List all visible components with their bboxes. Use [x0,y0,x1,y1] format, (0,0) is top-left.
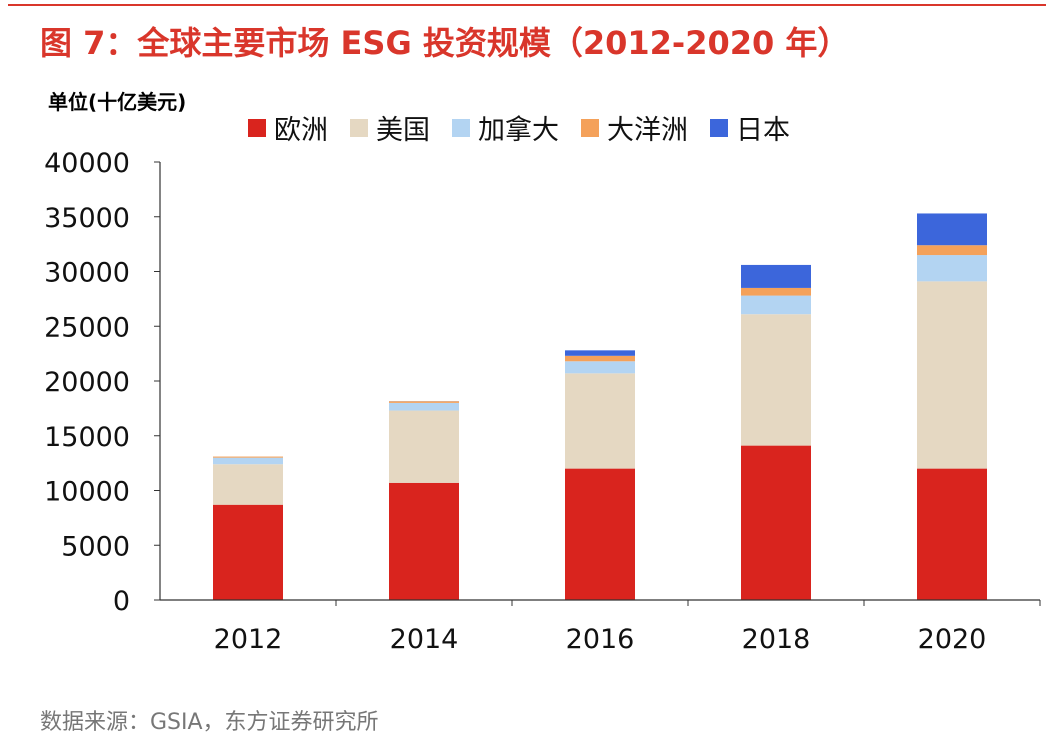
x-tick-label: 2014 [390,624,459,655]
bar-segment-加拿大-2016 [565,361,635,373]
bar-segment-欧洲-2018 [741,446,811,600]
bar-segment-日本-2020 [917,213,987,245]
y-tick-label: 0 [113,586,130,617]
y-tick-label: 30000 [44,258,130,289]
bars [213,213,987,600]
bar-segment-大洋洲-2020 [917,245,987,255]
bar-segment-大洋洲-2016 [565,356,635,361]
y-tick-label: 20000 [44,367,130,398]
y-axis: 0 5000 10000 15000 20000 25000 30000 35000 40000 [44,148,160,617]
x-tick-label: 2012 [214,624,283,655]
bar-segment-欧洲-2016 [565,469,635,600]
bar-segment-日本-2018 [741,265,811,288]
bar-segment-美国-2016 [565,373,635,468]
bar-segment-加拿大-2018 [741,296,811,315]
bar-segment-大洋洲-2012 [213,457,283,458]
bar-segment-美国-2018 [741,314,811,445]
source-note: 数据来源：GSIA，东方证券研究所 [40,704,379,736]
bar-segment-大洋洲-2018 [741,288,811,296]
x-tick-label: 2020 [918,624,987,655]
y-tick-label: 5000 [61,531,130,562]
bar-segment-加拿大-2014 [389,403,459,411]
y-tick-label: 10000 [44,477,130,508]
bar-segment-欧洲-2012 [213,505,283,600]
bar-segment-欧洲-2020 [917,469,987,600]
bar-segment-欧洲-2014 [389,483,459,600]
y-tick-label: 40000 [44,148,130,179]
x-tick-label: 2016 [566,624,635,655]
bar-segment-加拿大-2012 [213,458,283,465]
y-tick-label: 25000 [44,312,130,343]
y-tick-label: 15000 [44,422,130,453]
bar-segment-大洋洲-2014 [389,401,459,403]
x-axis: 2012 2014 2016 2018 2020 [214,600,1040,655]
bar-segment-美国-2020 [917,281,987,468]
bar-segment-美国-2012 [213,464,283,505]
x-tick-label: 2018 [742,624,811,655]
bar-segment-日本-2016 [565,350,635,355]
y-tick-label: 35000 [44,203,130,234]
bar-segment-加拿大-2020 [917,255,987,281]
bar-segment-美国-2014 [389,411,459,483]
